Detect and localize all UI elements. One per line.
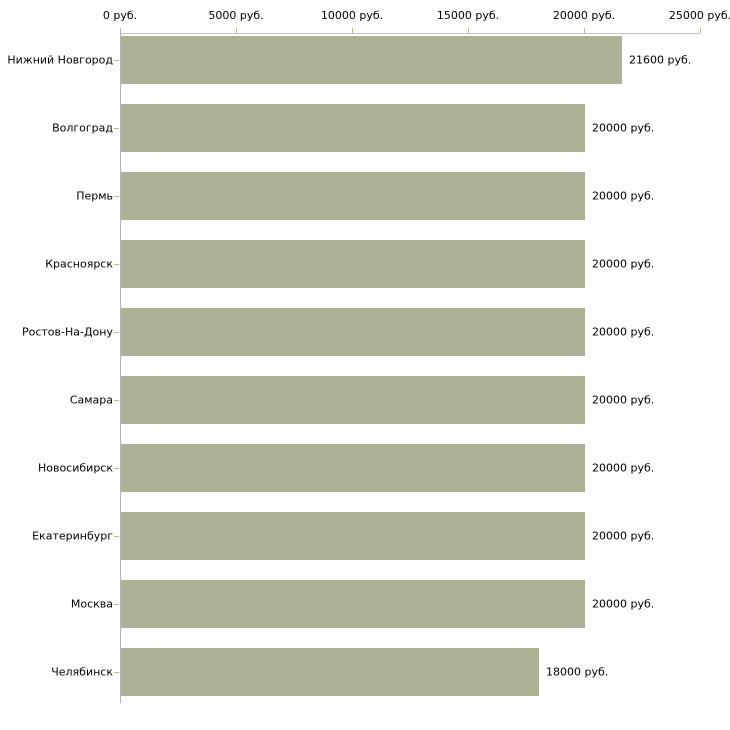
x-axis-line [120, 33, 700, 34]
x-axis-tick-label: 20000 руб. [552, 9, 616, 22]
bar [121, 648, 539, 696]
y-axis-category-label: Новосибирск [37, 461, 113, 475]
y-axis-category-label: Волгоград [52, 121, 113, 135]
y-axis-tick [114, 60, 119, 61]
y-axis-category-label: Челябинск [51, 665, 113, 679]
bar-value-label: 20000 руб. [592, 189, 655, 203]
y-axis-category-label: Нижний Новгород [7, 53, 113, 67]
bar [121, 512, 585, 560]
x-axis-tick [584, 28, 585, 33]
y-axis-tick [114, 196, 119, 197]
y-axis-tick [114, 468, 119, 469]
x-axis-tick-label: 15000 руб. [436, 9, 500, 22]
bar [121, 580, 585, 628]
y-axis-tick [114, 332, 119, 333]
x-axis-tick-label: 25000 руб. [668, 9, 730, 22]
x-axis-tick-label: 10000 руб. [320, 9, 384, 22]
x-axis-tick [468, 28, 469, 33]
y-axis-category-label: Самара [69, 393, 113, 407]
bar [121, 240, 585, 288]
y-axis-tick [114, 604, 119, 605]
y-axis-line [120, 28, 121, 703]
bar-value-label: 20000 руб. [592, 529, 655, 543]
bar [121, 444, 585, 492]
x-axis-tick-label: 5000 руб. [208, 9, 264, 22]
x-axis-tick-label: 0 руб. [102, 9, 138, 22]
bar [121, 104, 585, 152]
bar-value-label: 20000 руб. [592, 461, 655, 475]
y-axis-tick [114, 128, 119, 129]
bar-value-label: 20000 руб. [592, 393, 655, 407]
y-axis-category-label: Ростов-На-Дону [21, 325, 113, 339]
y-axis-category-label: Москва [70, 597, 113, 611]
y-axis-tick [114, 536, 119, 537]
x-axis-tick [352, 28, 353, 33]
y-axis-tick [114, 264, 119, 265]
bar [121, 172, 585, 220]
bar-value-label: 18000 руб. [546, 665, 609, 679]
y-axis-tick [114, 400, 119, 401]
bar-value-label: 21600 руб. [629, 53, 692, 67]
bar [121, 376, 585, 424]
x-axis-tick [236, 28, 237, 33]
bar-value-label: 20000 руб. [592, 325, 655, 339]
bar-value-label: 20000 руб. [592, 257, 655, 271]
y-axis-category-label: Красноярск [45, 257, 113, 271]
x-axis-tick [700, 28, 701, 33]
bar-value-label: 20000 руб. [592, 597, 655, 611]
y-axis-tick [114, 672, 119, 673]
y-axis-category-label: Пермь [76, 189, 113, 203]
y-axis-category-label: Екатеринбург [32, 529, 113, 543]
bar-value-label: 20000 руб. [592, 121, 655, 135]
bar [121, 36, 622, 84]
bar [121, 308, 585, 356]
